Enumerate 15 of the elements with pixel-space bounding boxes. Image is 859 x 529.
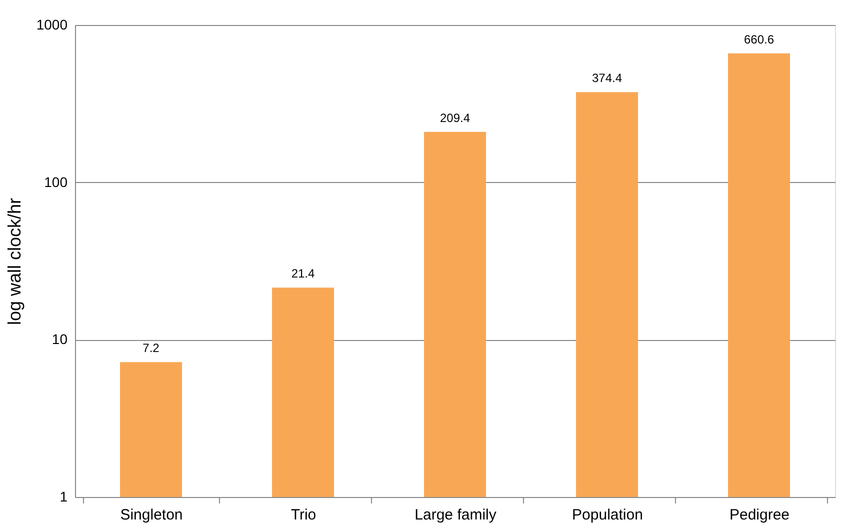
- y-tick-label: 1000: [36, 16, 68, 32]
- x-tick-label: Trio: [290, 506, 316, 524]
- y-tick-label: 100: [44, 174, 68, 190]
- data-label: 209.4: [440, 110, 470, 125]
- data-label: 21.4: [291, 266, 315, 281]
- data-label: 7.2: [142, 341, 160, 356]
- y-axis-title: log wall clock/hr: [4, 198, 24, 326]
- x-tick-label: Singleton: [120, 506, 183, 524]
- data-label: 374.4: [592, 71, 622, 86]
- y-tick-label: 1: [60, 488, 68, 504]
- y-tick-label: 10: [52, 331, 68, 348]
- x-tick-label: Pedigree: [729, 506, 790, 524]
- x-tick-label: Large family: [414, 506, 497, 524]
- data-label: 660.6: [744, 32, 774, 46]
- x-tick-label: Population: [572, 506, 643, 524]
